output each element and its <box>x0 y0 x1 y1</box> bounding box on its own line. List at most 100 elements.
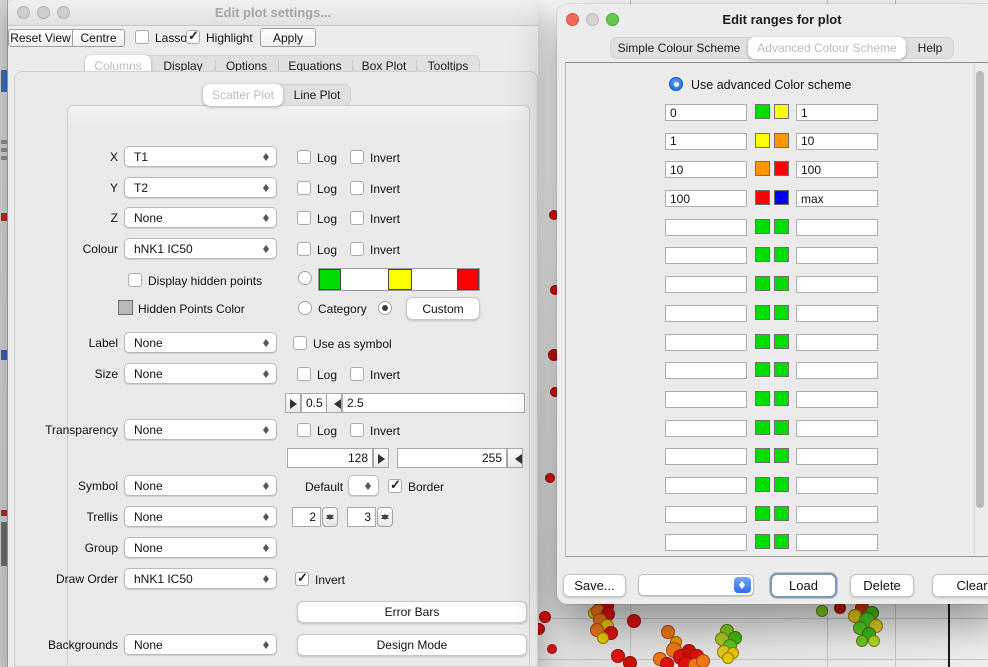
colour-invert-checkbox[interactable] <box>350 242 364 256</box>
close-button[interactable] <box>17 6 30 19</box>
tab-options[interactable]: Options <box>215 55 278 76</box>
range-max-field[interactable] <box>796 247 878 265</box>
error-bars-button[interactable]: Error Bars <box>297 601 527 623</box>
range-from-color-swatch[interactable] <box>755 218 770 234</box>
range-max-field[interactable] <box>796 534 878 552</box>
delete-button[interactable]: Delete <box>850 574 914 597</box>
z-log-checkbox[interactable] <box>297 211 311 225</box>
design-mode-button[interactable]: Design Mode <box>297 634 527 656</box>
save-button[interactable]: Save... <box>563 574 626 597</box>
minimize-button[interactable] <box>37 6 50 19</box>
group-column-select[interactable]: None <box>124 537 277 558</box>
draw-order-invert-checkbox[interactable] <box>295 570 309 586</box>
border-checkbox[interactable] <box>388 477 402 493</box>
tab-simple-colour-scheme[interactable]: Simple Colour Scheme <box>617 41 741 55</box>
range-from-color-swatch[interactable] <box>755 333 770 349</box>
range-from-color-swatch[interactable] <box>755 362 770 378</box>
tab-advanced-colour-scheme[interactable]: Advanced Colour Scheme <box>748 37 906 59</box>
size-max-field[interactable]: 2.5 <box>342 393 525 413</box>
range-min-field[interactable]: 1 <box>665 132 747 150</box>
range-min-field[interactable] <box>665 505 747 523</box>
colour-column-select[interactable]: hNK1 IC50 <box>124 238 277 259</box>
hidden-points-color-swatch[interactable] <box>118 300 133 315</box>
trellis-cols-stepper[interactable] <box>322 507 338 527</box>
right-titlebar[interactable]: Edit ranges for plot <box>557 4 988 34</box>
range-max-field[interactable]: 10 <box>796 132 878 150</box>
range-from-color-swatch[interactable] <box>755 448 770 464</box>
range-max-field[interactable] <box>796 448 878 466</box>
display-hidden-points-checkbox[interactable] <box>128 273 142 287</box>
x-invert-checkbox[interactable] <box>350 150 364 164</box>
tab-help[interactable]: Help <box>917 41 943 55</box>
range-to-color-swatch[interactable] <box>774 247 789 263</box>
range-to-color-swatch[interactable] <box>774 505 789 521</box>
range-max-field[interactable] <box>796 304 878 322</box>
size-invert-checkbox[interactable] <box>350 367 364 381</box>
tab-line-plot[interactable]: Line Plot <box>293 88 341 102</box>
transparency-mid-step-icon[interactable] <box>373 448 389 468</box>
clear-button[interactable]: Clear <box>932 574 988 597</box>
scrollbar-track[interactable] <box>974 63 985 556</box>
transparency-max-field[interactable]: 255 <box>397 448 507 468</box>
trellis-rows-stepper[interactable] <box>377 507 393 527</box>
range-max-field[interactable]: 100 <box>796 161 878 179</box>
range-max-field[interactable] <box>796 218 878 236</box>
range-min-field[interactable]: 10 <box>665 161 747 179</box>
size-max-step-icon[interactable] <box>326 393 342 413</box>
range-to-color-swatch[interactable] <box>774 276 789 292</box>
use-advanced-color-scheme-radio[interactable] <box>669 77 683 91</box>
range-to-color-swatch[interactable] <box>774 390 789 406</box>
backgrounds-select[interactable]: None <box>124 634 277 655</box>
gradient-stop-swatch[interactable] <box>388 269 412 290</box>
range-from-color-swatch[interactable] <box>755 161 770 177</box>
gradient-stop-swatch[interactable] <box>457 269 480 290</box>
range-from-color-swatch[interactable] <box>755 505 770 521</box>
z-column-select[interactable]: None <box>124 207 277 228</box>
tab-equations[interactable]: Equations <box>278 55 352 76</box>
range-min-field[interactable] <box>665 247 747 265</box>
transparency-invert-checkbox[interactable] <box>350 423 364 437</box>
range-max-field[interactable] <box>796 476 878 494</box>
range-max-field[interactable] <box>796 419 878 437</box>
close-button[interactable] <box>566 12 579 26</box>
range-to-color-swatch[interactable] <box>774 476 789 492</box>
range-to-color-swatch[interactable] <box>774 304 789 320</box>
range-min-field[interactable] <box>665 218 747 236</box>
draw-order-column-select[interactable]: hNK1 IC50 <box>124 568 277 589</box>
range-max-field[interactable] <box>796 390 878 408</box>
label-column-select[interactable]: None <box>124 332 277 353</box>
range-min-field[interactable]: 0 <box>665 104 747 121</box>
range-from-color-swatch[interactable] <box>755 247 770 263</box>
scrollbar-thumb[interactable] <box>976 71 984 508</box>
tab-tooltips[interactable]: Tooltips <box>416 55 480 76</box>
z-invert-checkbox[interactable] <box>350 211 364 225</box>
range-from-color-swatch[interactable] <box>755 104 770 119</box>
tab-scatter-plot[interactable]: Scatter Plot <box>203 84 283 106</box>
size-min-field[interactable]: 0.5 <box>301 393 327 413</box>
size-min-step-icon[interactable] <box>285 393 301 413</box>
y-invert-checkbox[interactable] <box>350 181 364 195</box>
trellis-rows-field[interactable]: 3 <box>347 507 376 527</box>
lasso-checkbox[interactable] <box>135 30 149 44</box>
trellis-column-select[interactable]: None <box>124 506 277 527</box>
gradient-stop-swatch[interactable] <box>319 269 341 290</box>
symbol-column-select[interactable]: None <box>124 475 277 496</box>
y-log-checkbox[interactable] <box>297 181 311 195</box>
size-column-select[interactable]: None <box>124 363 277 384</box>
range-max-field[interactable]: 1 <box>796 104 878 121</box>
range-to-color-swatch[interactable] <box>774 104 789 119</box>
x-column-select[interactable]: T1 <box>124 146 277 167</box>
highlight-checkbox[interactable] <box>186 28 200 44</box>
size-log-checkbox[interactable] <box>297 367 311 381</box>
range-min-field[interactable] <box>665 419 747 437</box>
range-to-color-swatch[interactable] <box>774 161 789 177</box>
minimize-button[interactable] <box>586 12 599 26</box>
range-max-field[interactable] <box>796 333 878 351</box>
transparency-max-step-icon[interactable] <box>507 448 523 468</box>
range-from-color-swatch[interactable] <box>755 390 770 406</box>
range-from-color-swatch[interactable] <box>755 304 770 320</box>
range-min-field[interactable]: 100 <box>665 190 747 208</box>
load-button[interactable]: Load <box>770 573 837 598</box>
range-min-field[interactable] <box>665 304 747 322</box>
left-titlebar[interactable]: Edit plot settings... <box>8 0 538 26</box>
